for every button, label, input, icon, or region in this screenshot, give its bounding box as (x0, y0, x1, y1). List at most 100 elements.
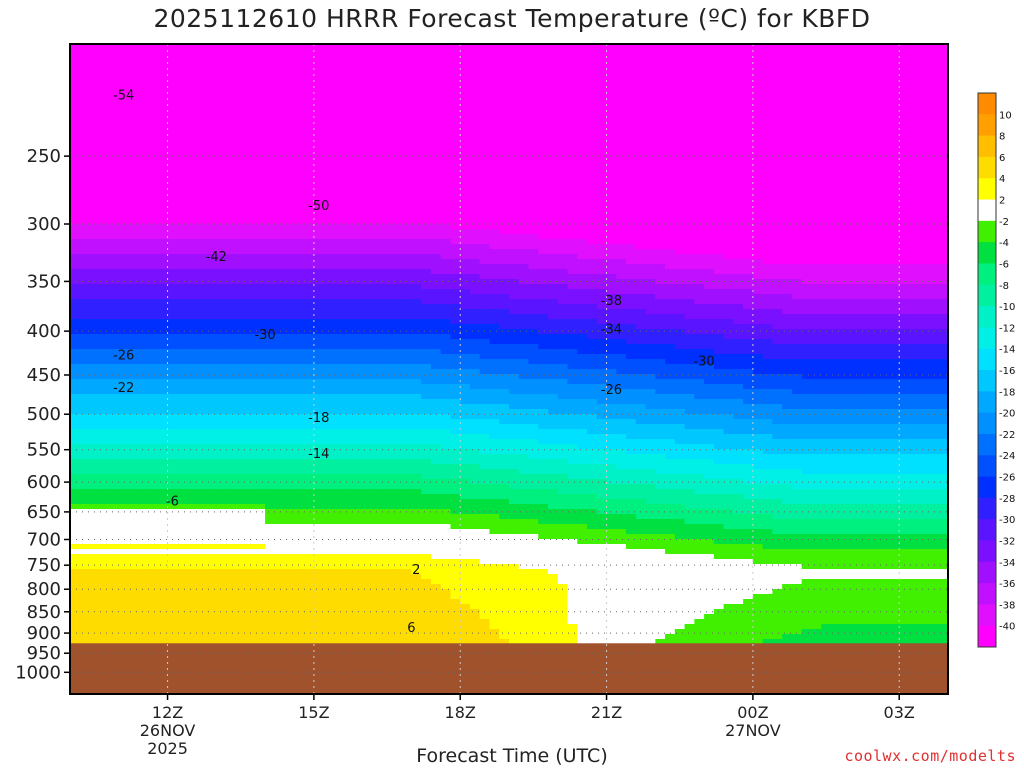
field-cell (89, 469, 100, 475)
field-cell (79, 399, 91, 405)
field-cell (187, 364, 198, 370)
field-cell (274, 424, 286, 430)
field-cell (401, 349, 413, 355)
field-cell (382, 559, 393, 565)
field-cell (323, 559, 334, 565)
field-cell (323, 369, 334, 375)
field-cell (148, 334, 159, 340)
field-cell (216, 539, 227, 545)
field-cell (89, 289, 100, 295)
field-cell (401, 449, 413, 455)
field-cell (255, 409, 266, 415)
field-cell (109, 224, 120, 230)
field-cell (128, 94, 139, 100)
field-cell (89, 229, 100, 235)
field-cell (391, 509, 403, 515)
field-cell (294, 494, 305, 500)
field-cell (177, 129, 188, 135)
field-cell (216, 329, 227, 335)
field-cell (245, 59, 256, 65)
field-cell (70, 594, 81, 600)
field-cell (421, 299, 432, 305)
field-cell (323, 59, 334, 65)
field-cell (255, 559, 266, 565)
field-cell (235, 389, 247, 395)
field-cell (138, 169, 149, 175)
field-cell (245, 519, 256, 525)
field-cell (411, 319, 422, 325)
field-cell (323, 564, 334, 570)
field-cell (109, 324, 120, 330)
field-cell (226, 174, 237, 180)
field-cell (255, 499, 266, 505)
field-cell (382, 604, 393, 610)
field-cell (206, 454, 217, 460)
field-cell (177, 124, 188, 130)
field-cell (323, 469, 334, 475)
field-cell (109, 199, 120, 205)
field-cell (148, 304, 159, 310)
field-cell (89, 164, 100, 170)
field-cell (255, 279, 266, 285)
field-cell (343, 414, 354, 420)
field-cell (118, 154, 130, 160)
field-cell (167, 459, 178, 465)
field-cell (255, 144, 266, 150)
field-cell (401, 399, 413, 405)
field-cell (118, 239, 130, 245)
field-cell (79, 414, 91, 420)
field-cell (70, 304, 81, 310)
field-cell (430, 334, 442, 340)
field-cell (118, 434, 130, 440)
field-cell (226, 154, 237, 160)
field-cell (255, 244, 266, 250)
field-cell (304, 109, 315, 115)
field-cell (157, 299, 169, 305)
field-cell (313, 294, 325, 300)
field-cell (430, 544, 442, 550)
field-cell (167, 564, 178, 570)
field-cell (226, 314, 237, 320)
field-cell (274, 484, 286, 490)
field-cell (421, 199, 432, 205)
field-cell (206, 624, 217, 630)
field-cell (138, 99, 149, 105)
field-cell (109, 519, 120, 525)
field-cell (313, 429, 325, 435)
field-cell (206, 209, 217, 215)
field-cell (187, 559, 198, 565)
field-cell (284, 444, 295, 450)
field-cell (430, 614, 442, 620)
field-cell (362, 364, 374, 370)
field-cell (128, 589, 139, 595)
field-cell (245, 559, 256, 565)
field-cell (148, 249, 159, 255)
field-cell (216, 519, 227, 525)
field-cell (206, 79, 217, 85)
field-cell (226, 539, 237, 545)
field-cell (118, 254, 130, 260)
field-cell (372, 489, 383, 495)
field-cell (118, 289, 130, 295)
field-cell (177, 599, 188, 605)
field-cell (177, 69, 188, 75)
field-cell (265, 444, 276, 450)
field-cell (118, 279, 130, 285)
field-cell (323, 634, 334, 640)
field-cell (109, 319, 120, 325)
field-cell (343, 599, 354, 605)
field-cell (265, 139, 276, 145)
field-cell (401, 584, 413, 590)
field-cell (157, 279, 169, 285)
field-cell (333, 504, 344, 510)
field-cell (255, 229, 266, 235)
field-cell (284, 549, 295, 555)
field-cell (118, 329, 130, 335)
field-cell (294, 449, 305, 455)
field-cell (352, 209, 364, 215)
field-cell (343, 159, 354, 165)
field-cell (138, 359, 149, 365)
field-cell (352, 214, 364, 220)
field-cell (294, 479, 305, 485)
field-cell (421, 534, 432, 540)
